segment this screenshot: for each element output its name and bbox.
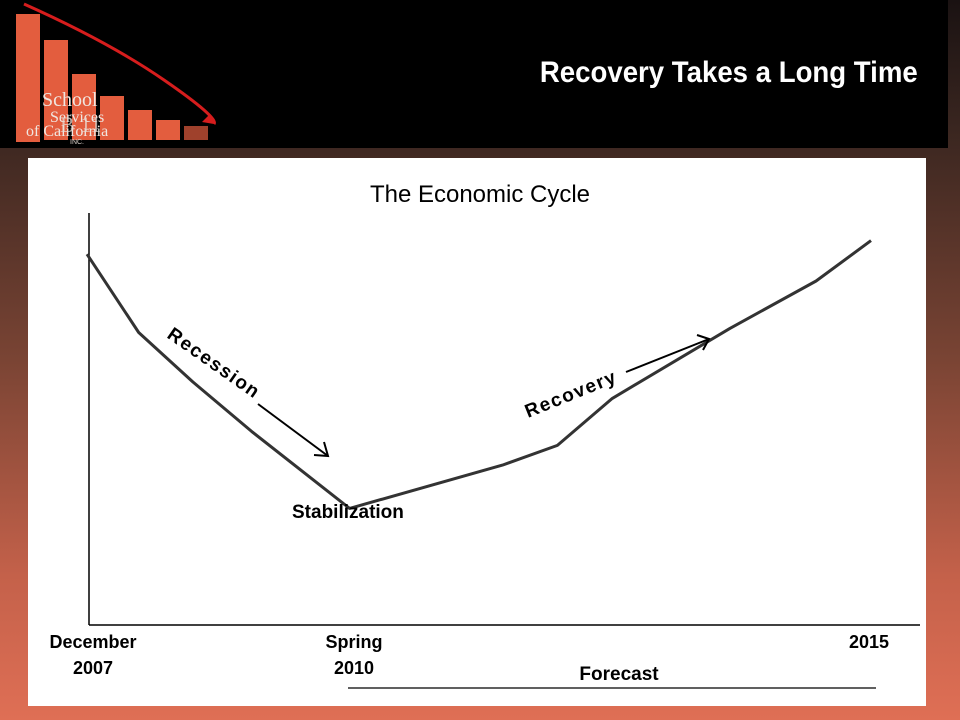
economic-cycle-chart: The Economic Cycle Recession Recovery St… bbox=[49, 181, 920, 689]
chart-title: The Economic Cycle bbox=[370, 181, 590, 208]
slide-title: Recovery Takes a Long Time bbox=[540, 56, 918, 89]
forecast-label: Forecast bbox=[579, 664, 659, 685]
header-bar: School Services of California B 11 INC. … bbox=[0, 0, 948, 148]
chart-panel: The Economic Cycle Recession Recovery St… bbox=[28, 158, 926, 706]
recession-arrow-icon bbox=[257, 403, 330, 458]
logo-suffix: INC. bbox=[70, 139, 84, 146]
cycle-line bbox=[85, 239, 872, 510]
recovery-label: Recovery bbox=[522, 367, 620, 423]
logo-line-2: Services bbox=[50, 109, 104, 126]
x-tick-2007: 2007 bbox=[73, 658, 113, 678]
logo-bars-icon bbox=[16, 14, 208, 142]
x-tick-2015: 2015 bbox=[849, 632, 889, 652]
recession-label: Recession bbox=[163, 324, 264, 403]
recovery-arrow-icon bbox=[625, 334, 711, 373]
x-tick-december: December bbox=[49, 632, 136, 652]
logo-overlay-text: B 11 bbox=[60, 112, 101, 137]
stabilization-label: Stabilization bbox=[292, 502, 404, 523]
x-tick-spring: Spring bbox=[326, 632, 383, 652]
logo-line-1: School bbox=[42, 89, 98, 111]
company-logo: School Services of California B 11 INC. bbox=[16, 2, 216, 146]
x-tick-2010: 2010 bbox=[334, 658, 374, 678]
logo-line-3: of California bbox=[26, 123, 108, 140]
